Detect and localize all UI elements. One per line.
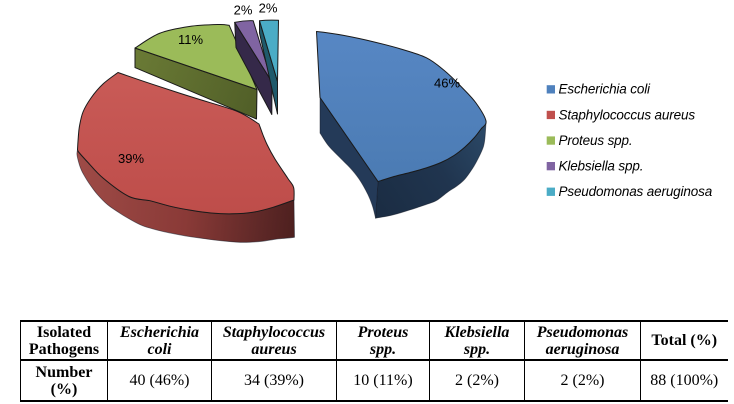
svg-text:39%: 39% — [118, 151, 144, 166]
svg-text:Staphylococcus aureus: Staphylococcus aureus — [559, 107, 696, 122]
svg-text:2%: 2% — [259, 1, 278, 16]
svg-text:Pseudomonas aeruginosa: Pseudomonas aeruginosa — [559, 184, 713, 199]
svg-text:11%: 11% — [178, 32, 203, 47]
svg-text:2%: 2% — [234, 3, 253, 18]
svg-text:Proteus spp.: Proteus spp. — [559, 133, 633, 148]
svg-text:Escherichia coli: Escherichia coli — [559, 82, 652, 97]
svg-text:Klebsiella spp.: Klebsiella spp. — [559, 159, 644, 174]
svg-text:46%: 46% — [434, 76, 460, 91]
